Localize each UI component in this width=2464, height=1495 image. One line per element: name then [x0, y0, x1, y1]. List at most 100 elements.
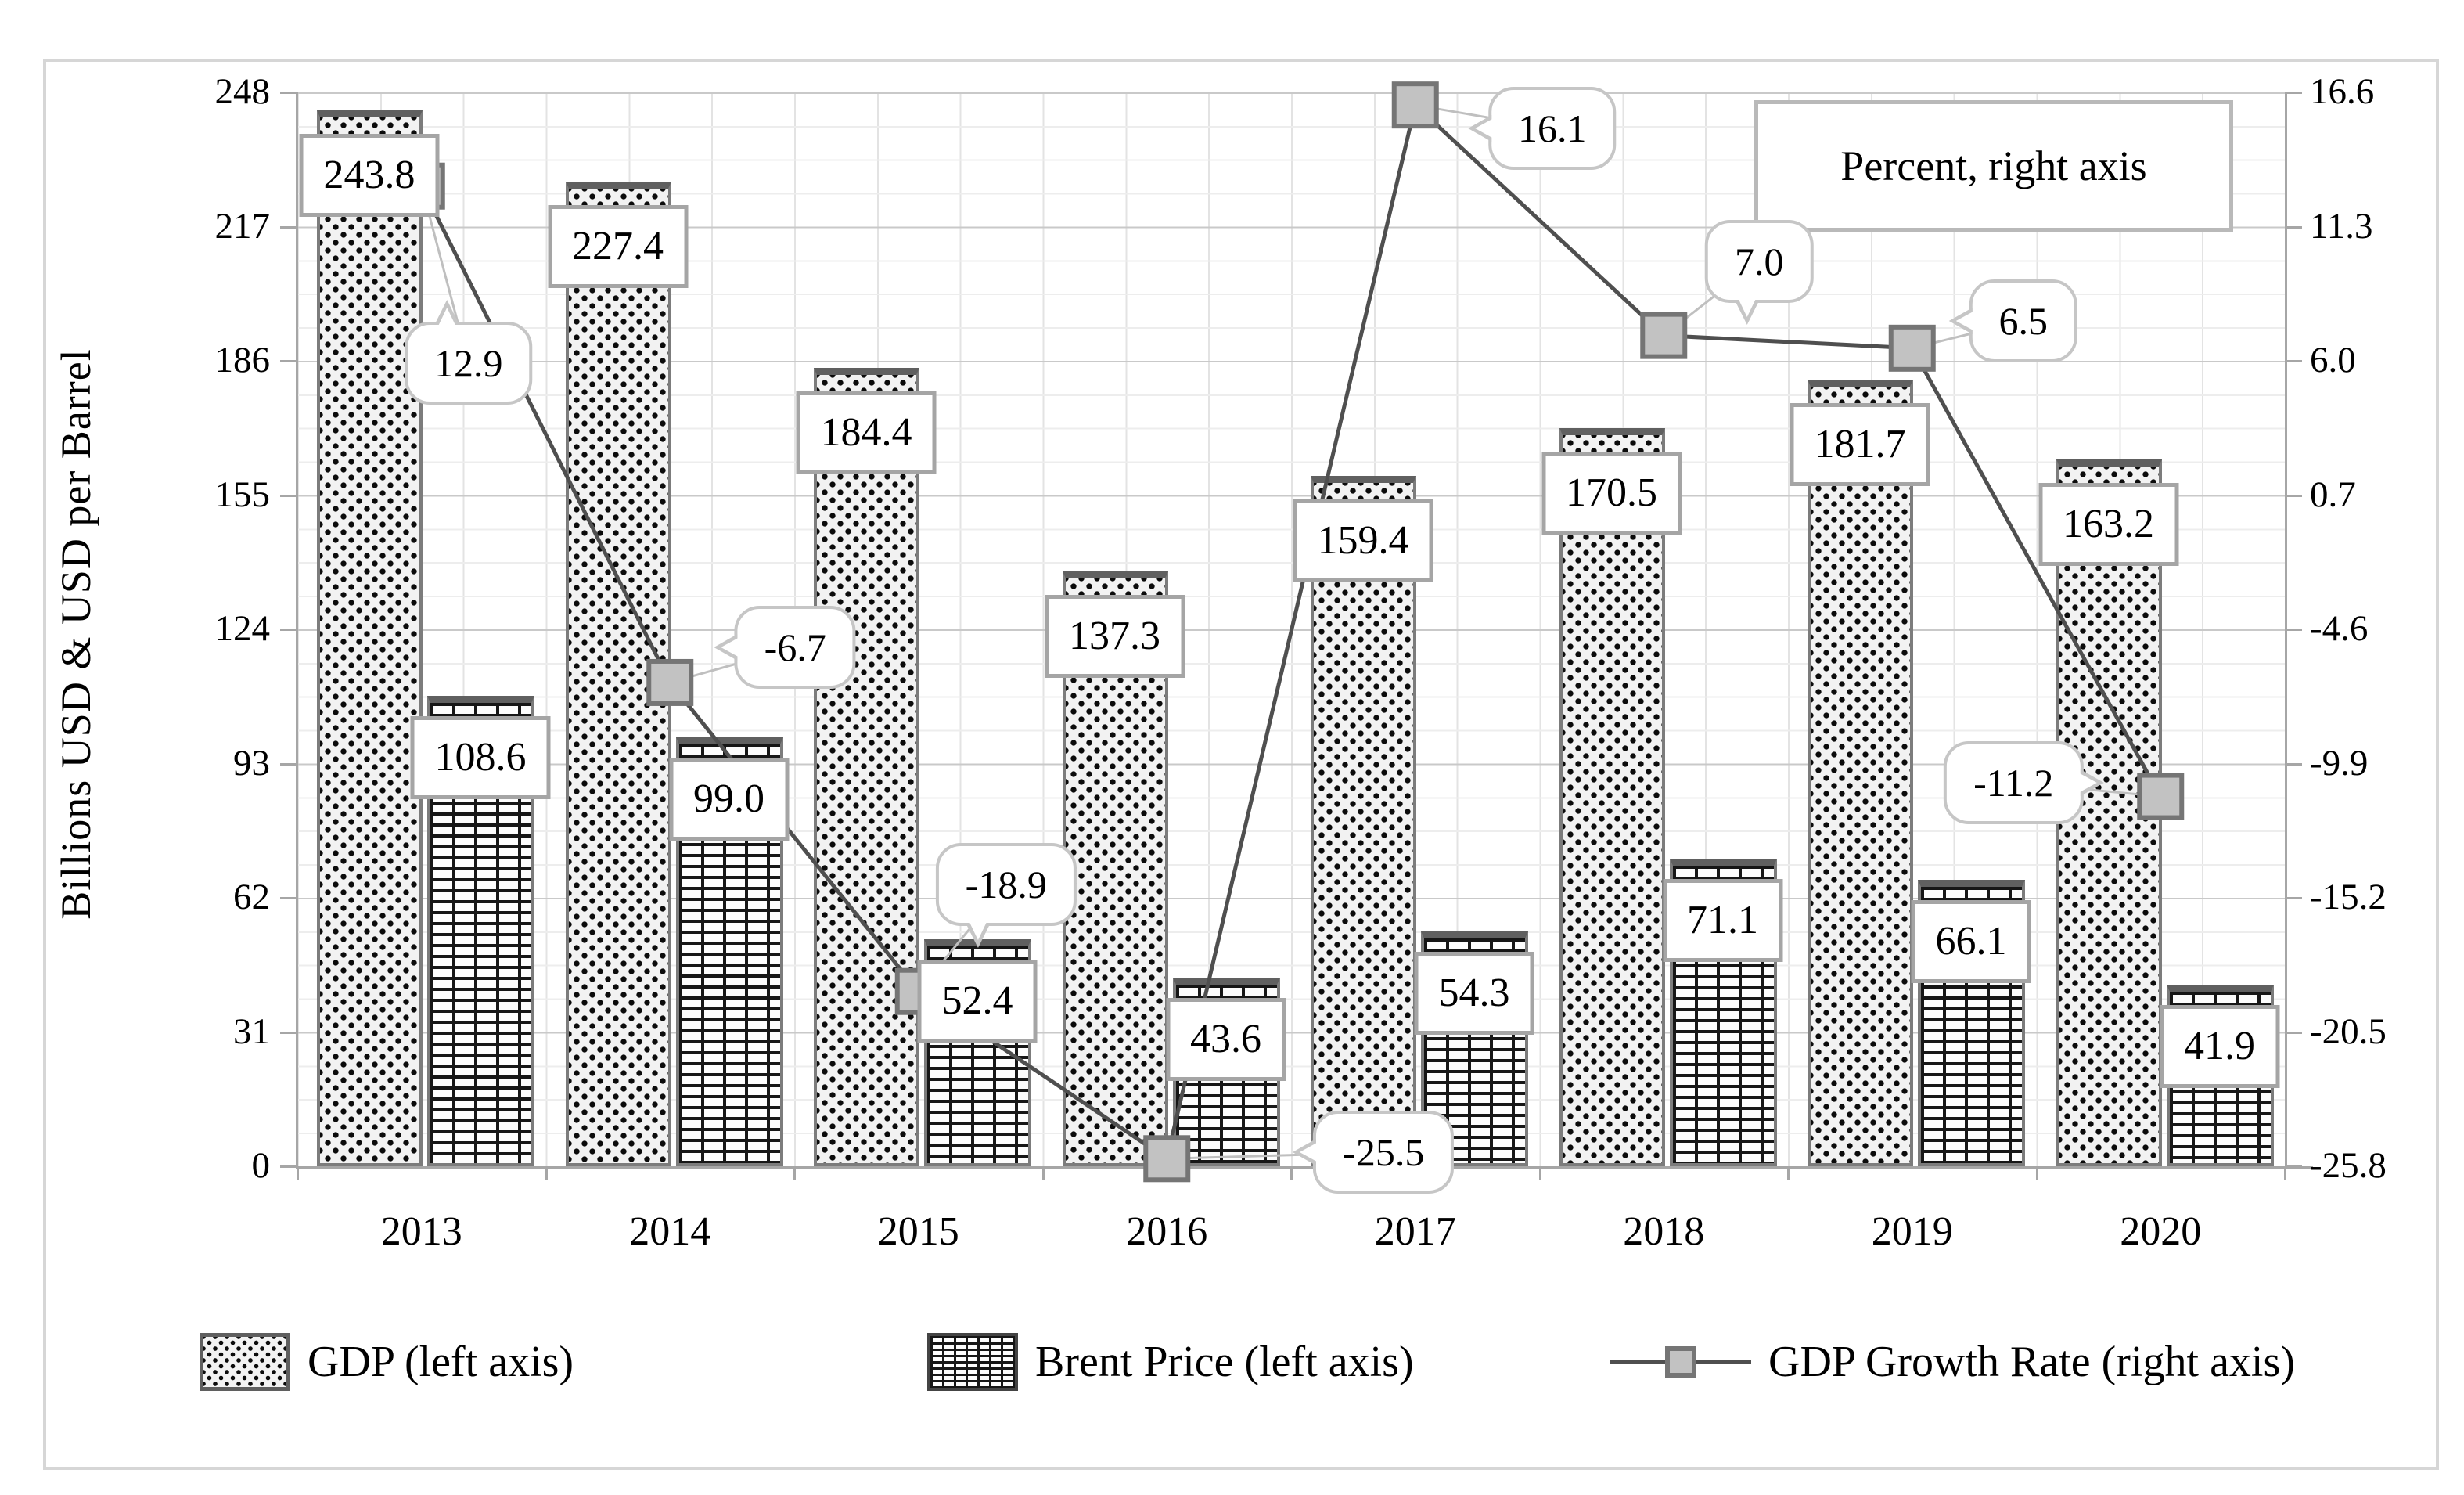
right-axis-tick: [2285, 225, 2302, 229]
left-axis-tick: [280, 360, 297, 362]
left-axis-tick: [280, 629, 297, 631]
gdp-bar: [1808, 379, 1913, 1166]
growth-rate-callout: -25.5: [1293, 1111, 1455, 1194]
brent-data-label: 66.1: [1911, 900, 2031, 984]
x-axis-tick: [545, 1166, 548, 1180]
left-axis-tick-label: 155: [214, 474, 271, 515]
legend-item-growth: GDP Growth Rate (right axis): [1610, 1331, 2295, 1393]
right-axis-tick-label: -15.2: [2310, 877, 2387, 917]
right-axis-tick: [2285, 897, 2302, 899]
right-axis-tick-label: 16.6: [2310, 71, 2375, 112]
brent-pattern-swatch: [927, 1333, 1018, 1391]
growth-marker-icon: [1665, 1346, 1696, 1378]
gdp-data-label: 159.4: [1293, 499, 1433, 583]
gdp-data-label: 163.2: [2038, 483, 2178, 567]
x-axis-label: 2016: [1126, 1209, 1208, 1254]
right-axis-tick-label: -4.6: [2310, 608, 2369, 649]
left-axis-tick: [280, 1031, 297, 1034]
growth-rate-callout: 12.9: [405, 299, 533, 405]
left-axis-tick-label: 0: [251, 1145, 271, 1186]
gdp-bar: [814, 367, 919, 1166]
right-axis-tick: [2285, 360, 2302, 362]
left-axis-tick: [280, 494, 297, 497]
x-axis-label: 2018: [1623, 1209, 1705, 1254]
left-axis-tick: [280, 92, 297, 94]
x-axis-label: 2020: [2120, 1209, 2202, 1254]
x-axis-label: 2013: [380, 1209, 462, 1254]
brent-data-label: 43.6: [1166, 997, 1286, 1081]
gdp-data-label: 243.8: [299, 134, 440, 218]
x-axis-tick: [793, 1166, 796, 1180]
x-axis-line: [296, 1166, 2313, 1169]
x-axis-label: 2015: [877, 1209, 959, 1254]
legend-item-brent: Brent Price (left axis): [927, 1331, 1414, 1393]
x-axis-label: 2017: [1374, 1209, 1456, 1254]
right-axis-tick-label: 11.3: [2310, 205, 2373, 247]
brent-data-label: 71.1: [1663, 878, 1782, 962]
left-axis-tick: [280, 1165, 297, 1168]
right-axis-tick-label: 0.7: [2310, 474, 2356, 515]
gdp-data-label: 181.7: [1790, 402, 1930, 486]
legend-label-growth-rate: Brent Price (left axis): [1035, 1338, 1414, 1386]
gdp-bar: [317, 110, 423, 1166]
right-axis-tick: [2285, 92, 2302, 94]
right-axis-line: [2285, 92, 2287, 1169]
growth-rate-callout: 16.1: [1468, 87, 1617, 171]
growth-line-swatch: [1610, 1346, 1751, 1378]
x-axis-tick: [297, 1166, 299, 1180]
gdp-data-label: 227.4: [548, 204, 688, 288]
right-axis-tick: [2285, 629, 2302, 631]
left-axis-tick-label: 186: [214, 340, 271, 380]
gdp-data-label: 170.5: [1541, 451, 1682, 535]
growth-rate-marker: [646, 658, 694, 706]
left-axis-tick-label: 31: [233, 1010, 270, 1052]
x-axis-tick: [2035, 1166, 2038, 1180]
x-axis-label: 2014: [629, 1209, 711, 1254]
growth-rate-marker: [1640, 312, 1688, 359]
gdp-data-label: 137.3: [1045, 595, 1185, 679]
right-axis-tick-label: -25.8: [2310, 1145, 2387, 1186]
legend-label-growth: GDP Growth Rate (right axis): [1768, 1338, 2295, 1386]
growth-rate-callout: -18.9: [935, 842, 1077, 948]
gdp-bar: [1311, 476, 1416, 1166]
brent-data-label: 52.4: [917, 960, 1038, 1043]
growth-rate-marker: [1391, 81, 1439, 129]
growth-rate-marker: [2137, 773, 2185, 820]
left-axis-tick: [280, 897, 297, 899]
brent-data-label: 99.0: [669, 758, 789, 841]
growth-rate-callout: 7.0: [1705, 219, 1814, 325]
growth-rate-callout: 6.5: [1948, 279, 2077, 362]
right-axis-tick-label: -9.9: [2310, 742, 2369, 784]
x-axis-tick: [2284, 1166, 2286, 1180]
left-axis-tick-label: 124: [214, 608, 271, 649]
gdp-pattern-swatch: [200, 1333, 290, 1391]
right-axis-tick-label: 6.0: [2310, 340, 2356, 380]
x-axis-tick: [1787, 1166, 1790, 1180]
legend-item-gdp: GDP (left axis): [200, 1331, 574, 1393]
left-axis-tick-label: 217: [214, 205, 271, 247]
x-axis-label: 2019: [1871, 1209, 1953, 1254]
legend-label-gdp: GDP (left axis): [308, 1338, 574, 1386]
left-axis-tick: [280, 762, 297, 766]
growth-rate-marker: [1888, 324, 1936, 372]
left-axis-line: [296, 92, 298, 1169]
brent-data-label: 41.9: [2160, 1005, 2279, 1089]
right-axis-tick: [2285, 494, 2302, 497]
right-axis-tick: [2285, 1031, 2302, 1034]
growth-rate-callout: -6.7: [714, 605, 856, 689]
x-axis-tick: [1041, 1166, 1045, 1180]
right-axis-tick-label: -20.5: [2310, 1010, 2387, 1052]
gdp-bar: [1559, 427, 1665, 1166]
left-axis-tick-label: 62: [233, 877, 270, 917]
right-axis-tick: [2285, 762, 2302, 766]
brent-data-label: 108.6: [410, 716, 551, 800]
growth-rate-marker: [1143, 1135, 1191, 1183]
growth-rate-series-line: [419, 101, 2163, 1162]
right-axis-annotation: Percent, right axis: [1754, 100, 2233, 232]
left-axis-tick-label: 93: [233, 742, 270, 784]
left-axis-tick: [280, 225, 297, 229]
x-axis-tick: [1538, 1166, 1541, 1180]
x-axis-tick: [1290, 1166, 1293, 1180]
growth-rate-callout: -11.2: [1944, 740, 2104, 824]
gdp-data-label: 184.4: [796, 391, 937, 474]
